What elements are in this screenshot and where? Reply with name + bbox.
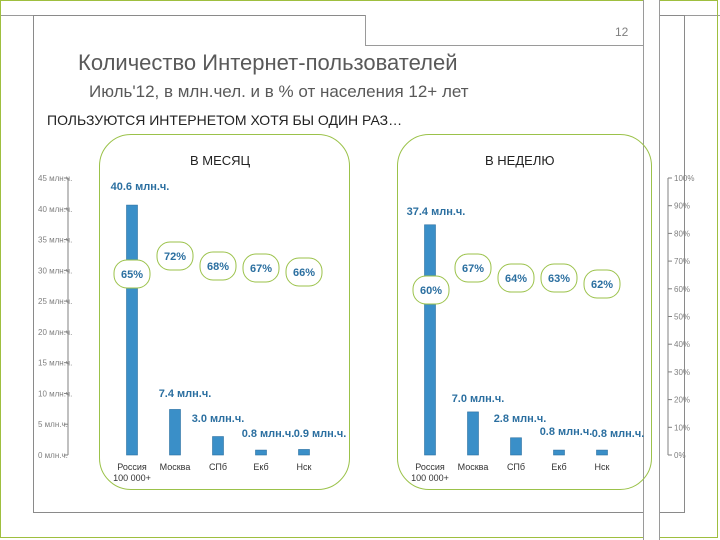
- bar-value-label: 0.8 млн.ч.: [540, 426, 593, 438]
- left-axis-tick-label: 25 млн.ч.: [38, 297, 72, 306]
- content-frame: [33, 15, 685, 513]
- percent-label: 62%: [591, 279, 613, 291]
- percent-marker: [285, 257, 323, 287]
- category-label: Нск: [595, 462, 610, 472]
- right-axis-tick-label: 90%: [674, 202, 690, 211]
- percent-marker: [412, 275, 450, 305]
- bar: [212, 436, 224, 456]
- bar: [126, 204, 138, 456]
- percent-label: 68%: [207, 261, 229, 273]
- category-label: СПб: [209, 462, 227, 472]
- panel-title-month: В МЕСЯЦ: [190, 153, 251, 168]
- slide-number: 12: [615, 25, 629, 39]
- category-label: Москва: [160, 462, 191, 472]
- percent-marker: [540, 263, 578, 293]
- percent-marker: [199, 251, 237, 281]
- percent-label: 65%: [121, 269, 143, 281]
- slide-subtitle: Июль'12, в млн.чел. и в % от населения 1…: [89, 82, 469, 101]
- percent-label: 67%: [250, 263, 272, 275]
- category-label: Екб: [551, 462, 566, 472]
- left-axis-tick-label: 40 млн.ч.: [38, 205, 72, 214]
- decor-number-box: [365, 15, 644, 46]
- category-label: СПб: [507, 462, 525, 472]
- right-axis-tick-label: 80%: [674, 229, 690, 238]
- category-label: 100 000+: [113, 473, 151, 483]
- percent-label: 66%: [293, 267, 315, 279]
- percent-marker: [242, 253, 280, 283]
- bar: [553, 449, 565, 456]
- percent-label: 67%: [462, 263, 484, 275]
- category-label: Россия: [117, 462, 147, 472]
- left-axis-tick-label: 5 млн.ч.: [38, 420, 68, 429]
- right-axis-tick-label: 50%: [674, 313, 690, 322]
- percent-label: 60%: [420, 285, 442, 297]
- right-axis-tick-label: 40%: [674, 340, 690, 349]
- percent-marker: [113, 259, 151, 289]
- bar: [255, 449, 267, 456]
- bar-value-label: 40.6 млн.ч.: [111, 181, 170, 193]
- percent-label: 72%: [164, 251, 186, 263]
- percent-marker: [454, 253, 492, 283]
- panel-week: [397, 134, 652, 490]
- right-axis-tick-label: 0%: [674, 451, 686, 460]
- bar-value-label: 2.8 млн.ч.: [494, 413, 547, 425]
- percent-marker: [497, 263, 535, 293]
- bar: [596, 449, 608, 456]
- left-axis-tick-label: 35 млн.ч.: [38, 236, 72, 245]
- bar-value-label: 3.0 млн.ч.: [192, 413, 245, 425]
- left-axis-tick-label: 10 млн.ч.: [38, 389, 72, 398]
- bar-value-label: 0.8 млн.ч.: [592, 428, 645, 440]
- left-axis-tick-label: 0 млн.ч.: [38, 451, 68, 460]
- category-label: Москва: [458, 462, 489, 472]
- bar-value-label: 0.9 млн.ч.: [294, 428, 347, 440]
- percent-label: 63%: [548, 273, 570, 285]
- section-heading: ПОЛЬЗУЮТСЯ ИНТЕРНЕТОМ ХОТЯ БЫ ОДИН РАЗ…: [47, 112, 403, 128]
- left-axis-tick-label: 30 млн.ч.: [38, 266, 72, 275]
- right-axis-tick-label: 60%: [674, 285, 690, 294]
- category-label: Нск: [297, 462, 312, 472]
- left-axis-tick-label: 20 млн.ч.: [38, 328, 72, 337]
- category-label: Екб: [253, 462, 268, 472]
- panel-title-week: В НЕДЕЛЮ: [485, 153, 555, 168]
- right-axis-tick-label: 100%: [674, 174, 694, 183]
- bar-value-label: 0.8 млн.ч.: [242, 428, 295, 440]
- category-label: Россия: [415, 462, 445, 472]
- right-axis-tick-label: 20%: [674, 396, 690, 405]
- panel-month: [99, 134, 350, 490]
- bar-value-label: 7.0 млн.ч.: [452, 393, 505, 405]
- percent-marker: [156, 241, 194, 271]
- slide-title: Количество Интернет-пользователей: [78, 50, 458, 75]
- category-label: 100 000+: [411, 473, 449, 483]
- bar-value-label: 7.4 млн.ч.: [159, 388, 212, 400]
- percent-marker: [583, 269, 621, 299]
- bar: [169, 409, 181, 456]
- right-axis-tick-label: 10%: [674, 423, 690, 432]
- bar: [298, 449, 310, 456]
- right-axis-tick-label: 30%: [674, 368, 690, 377]
- bar: [510, 437, 522, 456]
- right-axis-tick-label: 70%: [674, 257, 690, 266]
- percent-label: 64%: [505, 273, 527, 285]
- bar: [467, 411, 479, 456]
- bar-value-label: 37.4 млн.ч.: [407, 206, 466, 218]
- left-axis-tick-label: 15 млн.ч.: [38, 359, 72, 368]
- bar: [424, 224, 436, 456]
- left-axis-tick-label: 45 млн.ч.: [38, 174, 72, 183]
